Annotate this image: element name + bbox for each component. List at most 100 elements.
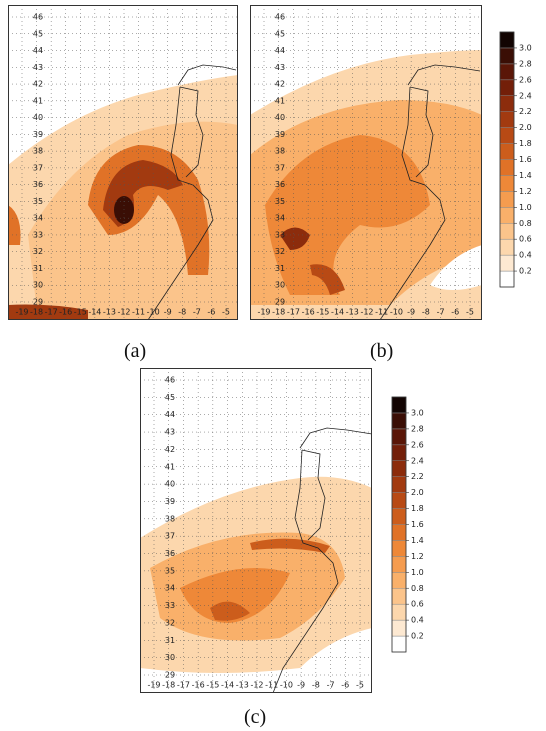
shading [265, 135, 430, 295]
lon-label: -11 [132, 308, 145, 317]
lat-label: 36 [33, 180, 43, 189]
lon-label: -9 [164, 308, 172, 317]
lon-label: -17 [45, 308, 58, 317]
colorbar-box [499, 31, 515, 49]
lat-label: 44 [33, 46, 43, 55]
colorbar-box [499, 270, 515, 288]
lon-label: -18 [162, 681, 175, 690]
lat-label: 42 [165, 445, 175, 454]
colorbar-box [499, 254, 515, 272]
colorbar-box [391, 572, 407, 589]
lon-label: -16 [302, 308, 315, 317]
colorbar-label: 1.0 [519, 203, 532, 212]
shading [250, 538, 330, 553]
map-frame [250, 5, 482, 320]
shading [8, 205, 21, 245]
colorbar-label: 1.4 [411, 536, 424, 545]
lat-label: 30 [33, 281, 43, 290]
colorbar-box [499, 191, 515, 208]
lat-label: 31 [165, 636, 175, 645]
colorbar-box [391, 524, 407, 541]
lat-label: 34 [165, 584, 175, 593]
lat-label: 37 [165, 532, 175, 541]
lat-label: 46 [275, 13, 285, 22]
lat-label: 33 [275, 230, 285, 239]
colorbar-label: 1.2 [411, 552, 424, 561]
lon-label: -11 [375, 308, 388, 317]
lon-label: -8 [312, 681, 320, 690]
lat-label: 40 [275, 113, 285, 122]
lon-label: -5 [222, 308, 230, 317]
colorbar-box [499, 47, 515, 65]
lat-label: 41 [165, 462, 175, 471]
lat-label: 41 [33, 96, 43, 105]
lat-label: 33 [33, 230, 43, 239]
lon-label: -19 [257, 308, 270, 317]
map-panel: 464544434241403938373635343332313029-19-… [250, 5, 482, 320]
lon-label: -7 [193, 308, 201, 317]
lon-label: -16 [192, 681, 205, 690]
colorbar-box [391, 540, 407, 557]
lat-label: 34 [275, 214, 285, 223]
lon-label: -14 [221, 681, 234, 690]
colorbar-box [499, 95, 515, 112]
colorbar-box [391, 492, 407, 509]
lon-label: -18 [30, 308, 43, 317]
lat-label: 31 [33, 264, 43, 273]
coastline [272, 427, 372, 693]
lon-label: -19 [147, 681, 160, 690]
lat-label: 37 [33, 163, 43, 172]
colorbar-label: 2.0 [519, 123, 532, 132]
lon-label: -12 [250, 681, 263, 690]
colorbar-label: 2.8 [411, 424, 424, 433]
lat-label: 41 [275, 96, 285, 105]
lon-label: -17 [177, 681, 190, 690]
lat-label: 30 [275, 281, 285, 290]
lon-label: -6 [341, 681, 349, 690]
lat-label: 43 [165, 428, 175, 437]
colorbar-box [499, 79, 515, 96]
lat-label: 32 [33, 247, 43, 256]
lat-label: 45 [275, 29, 285, 38]
lat-label: 32 [165, 618, 175, 627]
lat-label: 33 [165, 601, 175, 610]
lat-label: 29 [165, 671, 175, 680]
lat-label: 42 [33, 80, 43, 89]
colorbar-box [391, 619, 407, 637]
colorbar-label: 1.4 [519, 171, 532, 180]
colorbar-box [499, 175, 515, 192]
colorbar-label: 1.2 [519, 187, 532, 196]
shading [280, 227, 310, 250]
lat-label: 43 [33, 63, 43, 72]
colorbar-label: 1.8 [519, 139, 532, 148]
colorbar-label: 2.0 [411, 488, 424, 497]
lat-label: 36 [165, 549, 175, 558]
lon-label: -12 [360, 308, 373, 317]
lon-label: -15 [206, 681, 219, 690]
colorbar-label: 1.8 [411, 504, 424, 513]
map-frame [140, 368, 372, 693]
lat-label: 38 [33, 147, 43, 156]
lon-label: -14 [88, 308, 101, 317]
border [409, 86, 434, 178]
lon-label: -19 [15, 308, 28, 317]
lon-label: -7 [437, 308, 445, 317]
lon-label: -5 [466, 308, 474, 317]
colorbar-label: 2.2 [519, 107, 532, 116]
colorbar-label: 2.6 [411, 440, 424, 449]
colorbar-label: 0.2 [519, 267, 532, 276]
map-panel: 464544434241403938373635343332313029-19-… [140, 368, 372, 693]
lat-label: 40 [33, 113, 43, 122]
lat-label: 38 [275, 147, 285, 156]
lat-label: 29 [275, 298, 285, 307]
colorbar-label: 2.4 [519, 91, 532, 100]
lat-label: 31 [275, 264, 285, 273]
lat-label: 39 [275, 130, 285, 139]
colorbar-label: 0.8 [411, 584, 424, 593]
lat-label: 42 [275, 80, 285, 89]
colorbar-label: 3.0 [519, 43, 532, 52]
shading [210, 601, 250, 621]
lon-label: -14 [331, 308, 344, 317]
colorbar-label: 2.4 [411, 456, 424, 465]
